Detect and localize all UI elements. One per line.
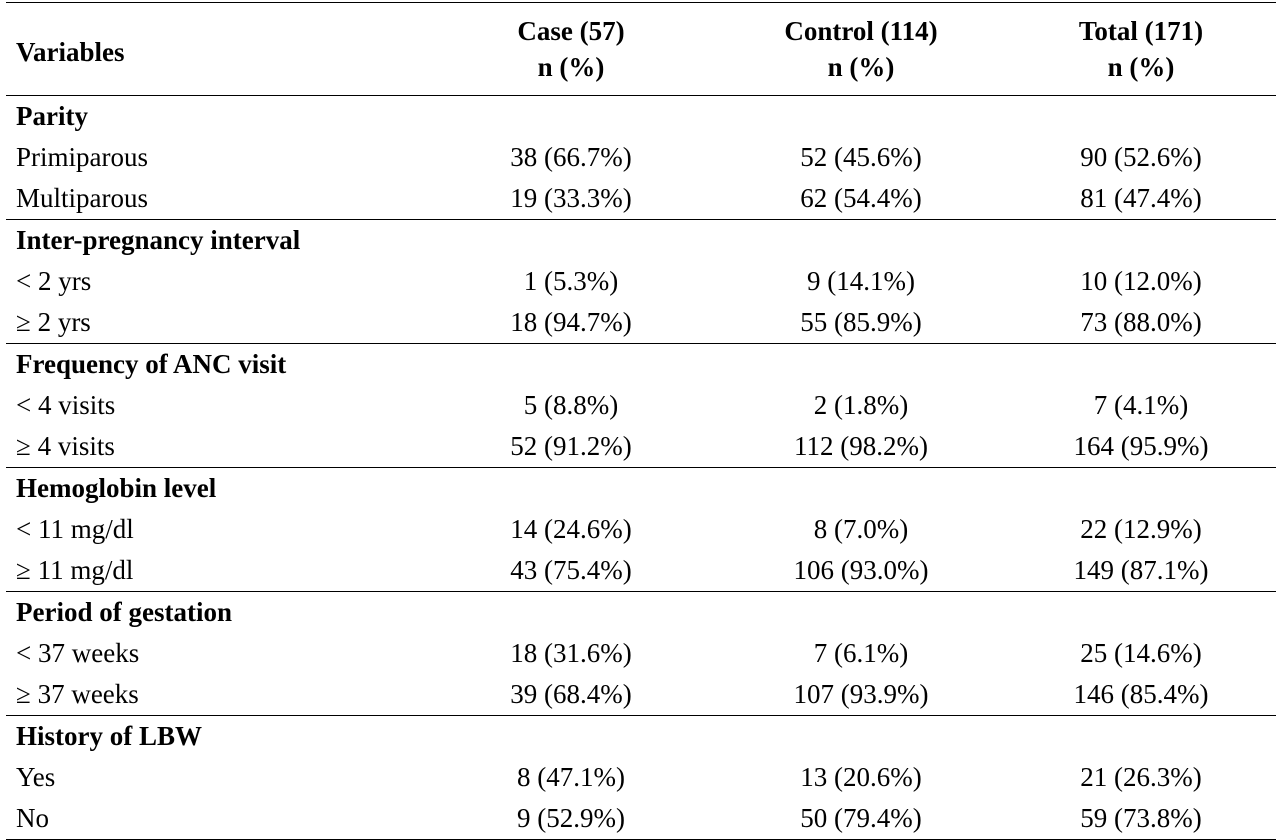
table-row: ≥ 11 mg/dl 43 (75.4%) 106 (93.0%) 149 (8… xyxy=(6,550,1276,592)
section-title: Frequency of ANC visit xyxy=(6,343,1276,385)
control-value: 7 (6.1%) xyxy=(813,638,909,668)
case-value: 8 (47.1%) xyxy=(517,762,625,792)
header-case: Case (57) n (%) xyxy=(426,2,716,96)
case-value: 14 (24.6%) xyxy=(510,514,632,544)
row-label: Multiparous xyxy=(16,183,148,213)
table-row: < 2 yrs 1 (5.3%) 9 (14.1%) 10 (12.0%) xyxy=(6,261,1276,302)
section-row-hemoglobin-level: Hemoglobin level xyxy=(6,467,1276,509)
total-value: 25 (14.6%) xyxy=(1080,638,1202,668)
header-variables: Variables xyxy=(6,2,426,96)
case-value: 52 (91.2%) xyxy=(510,431,632,461)
row-label: ≥ 11 mg/dl xyxy=(16,555,134,585)
case-value: 19 (33.3%) xyxy=(510,183,632,213)
data-table-container: Variables Case (57) n (%) Control (114) … xyxy=(6,2,1276,840)
total-value: 21 (26.3%) xyxy=(1080,762,1202,792)
row-label: Primiparous xyxy=(16,142,148,172)
header-case-unit: n (%) xyxy=(537,52,605,82)
total-value: 22 (12.9%) xyxy=(1080,514,1202,544)
case-value: 5 (8.8%) xyxy=(523,390,619,420)
control-value: 9 (14.1%) xyxy=(807,266,915,296)
section-row-anc-visit: Frequency of ANC visit xyxy=(6,343,1276,385)
table-header-row: Variables Case (57) n (%) Control (114) … xyxy=(6,2,1276,96)
row-label: ≥ 37 weeks xyxy=(16,679,139,709)
case-value: 18 (94.7%) xyxy=(510,307,632,337)
table-row: < 4 visits 5 (8.8%) 2 (1.8%) 7 (4.1%) xyxy=(6,385,1276,426)
header-control: Control (114) n (%) xyxy=(716,2,1006,96)
case-value: 1 (5.3%) xyxy=(523,266,619,296)
section-row-history-of-lbw: History of LBW xyxy=(6,715,1276,757)
table-row: ≥ 2 yrs 18 (94.7%) 55 (85.9%) 73 (88.0%) xyxy=(6,302,1276,344)
total-value: 149 (87.1%) xyxy=(1073,555,1209,585)
total-value: 7 (4.1%) xyxy=(1093,390,1189,420)
table-row: < 37 weeks 18 (31.6%) 7 (6.1%) 25 (14.6%… xyxy=(6,633,1276,674)
case-value: 39 (68.4%) xyxy=(510,679,632,709)
control-value: 52 (45.6%) xyxy=(800,142,922,172)
row-label: ≥ 2 yrs xyxy=(16,307,91,337)
control-value: 8 (7.0%) xyxy=(813,514,909,544)
control-value: 112 (98.2%) xyxy=(794,431,928,461)
table-row: ≥ 4 visits 52 (91.2%) 112 (98.2%) 164 (9… xyxy=(6,426,1276,468)
total-value: 164 (95.9%) xyxy=(1073,431,1209,461)
section-row-period-of-gestation: Period of gestation xyxy=(6,591,1276,633)
section-title: Period of gestation xyxy=(6,591,1276,633)
total-value: 73 (88.0%) xyxy=(1080,307,1202,337)
section-row-inter-pregnancy-interval: Inter-pregnancy interval xyxy=(6,219,1276,261)
control-value: 106 (93.0%) xyxy=(793,555,929,585)
header-total-unit: n (%) xyxy=(1107,52,1175,82)
header-control-unit: n (%) xyxy=(827,52,895,82)
control-value: 50 (79.4%) xyxy=(716,798,1006,840)
case-value: 9 (52.9%) xyxy=(426,798,716,840)
case-value: 18 (31.6%) xyxy=(510,638,632,668)
section-title: History of LBW xyxy=(6,715,1276,757)
total-value: 90 (52.6%) xyxy=(1080,142,1202,172)
row-label: < 4 visits xyxy=(16,390,116,420)
header-total-name: Total (171) xyxy=(1078,16,1204,46)
table-row: Multiparous 19 (33.3%) 62 (54.4%) 81 (47… xyxy=(6,178,1276,220)
table-row: Primiparous 38 (66.7%) 52 (45.6%) 90 (52… xyxy=(6,137,1276,178)
row-label: < 11 mg/dl xyxy=(16,514,134,544)
table-row: Yes 8 (47.1%) 13 (20.6%) 21 (26.3%) xyxy=(6,757,1276,798)
row-label: No xyxy=(6,798,426,840)
table-row: < 11 mg/dl 14 (24.6%) 8 (7.0%) 22 (12.9%… xyxy=(6,509,1276,550)
total-value: 146 (85.4%) xyxy=(1073,679,1209,709)
row-label: ≥ 4 visits xyxy=(16,431,115,461)
control-value: 2 (1.8%) xyxy=(813,390,909,420)
control-value: 13 (20.6%) xyxy=(800,762,922,792)
section-title: Parity xyxy=(16,101,88,131)
table-row: No 9 (52.9%) 50 (79.4%) 59 (73.8%) xyxy=(6,798,1276,840)
section-title: Inter-pregnancy interval xyxy=(6,219,1276,261)
case-value: 38 (66.7%) xyxy=(510,142,632,172)
control-value: 107 (93.9%) xyxy=(793,679,929,709)
control-value: 62 (54.4%) xyxy=(800,183,922,213)
header-control-name: Control (114) xyxy=(784,16,938,46)
header-total: Total (171) n (%) xyxy=(1006,2,1276,96)
total-value: 81 (47.4%) xyxy=(1080,183,1202,213)
row-label: Yes xyxy=(16,762,56,792)
total-value: 59 (73.8%) xyxy=(1006,798,1276,840)
case-value: 43 (75.4%) xyxy=(510,555,632,585)
row-label: < 37 weeks xyxy=(16,638,140,668)
control-value: 55 (85.9%) xyxy=(800,307,922,337)
section-row-parity: Parity xyxy=(6,96,1276,138)
total-value: 10 (12.0%) xyxy=(1080,266,1202,296)
section-title: Hemoglobin level xyxy=(6,467,1276,509)
table-row: ≥ 37 weeks 39 (68.4%) 107 (93.9%) 146 (8… xyxy=(6,674,1276,716)
data-table: Variables Case (57) n (%) Control (114) … xyxy=(6,2,1276,840)
row-label: < 2 yrs xyxy=(16,266,92,296)
header-case-name: Case (57) xyxy=(517,16,625,46)
